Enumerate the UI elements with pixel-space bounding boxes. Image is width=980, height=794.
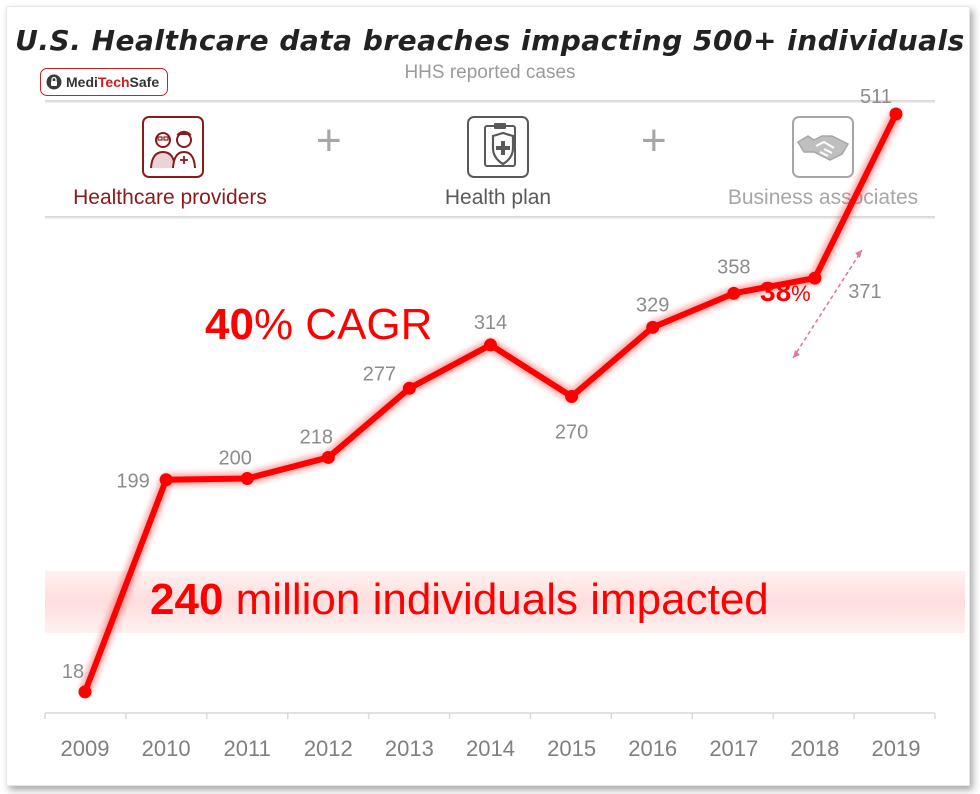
lock-icon <box>46 74 62 90</box>
x-tick-label: 2016 <box>628 736 677 761</box>
data-label: 329 <box>636 294 669 316</box>
data-label: 511 <box>860 86 892 108</box>
handshake-icon <box>792 116 854 178</box>
data-label: 358 <box>717 256 750 278</box>
growth-arrow <box>792 249 863 359</box>
banner-top-divider <box>45 100 935 103</box>
growth-arrow-head-top <box>855 250 862 258</box>
x-tick-label: 2015 <box>547 736 596 761</box>
x-tick-label: 2012 <box>304 736 353 761</box>
x-tick-label: 2011 <box>224 736 271 761</box>
growth-arrow-head-bottom <box>793 350 800 358</box>
impact-text: million individuals impacted <box>223 575 769 624</box>
growth-percent-unit: % <box>791 281 811 306</box>
x-tick-label: 2013 <box>385 736 434 761</box>
banner-bottom-divider <box>45 216 935 219</box>
data-label: 200 <box>219 448 252 470</box>
data-point <box>484 338 497 352</box>
data-point <box>808 271 822 285</box>
x-tick-label: 2010 <box>142 736 191 761</box>
x-tick-label: 2009 <box>61 736 110 761</box>
logo-text-medi: Medi <box>66 74 98 90</box>
healthcare-workers-icon <box>142 116 204 178</box>
data-point <box>889 107 903 121</box>
plus-sign-2: + <box>641 116 667 165</box>
data-point <box>727 286 741 300</box>
data-label: 314 <box>474 312 507 334</box>
data-point <box>321 450 335 464</box>
growth-percent-value: 38 <box>760 276 792 307</box>
x-tick-label: 2017 <box>709 736 758 761</box>
data-label: 18 <box>62 661 84 683</box>
data-label: 199 <box>116 471 149 493</box>
cagr-text: % CAGR <box>253 300 433 349</box>
chart-subtitle: HHS reported cases <box>404 62 576 83</box>
impact-highlight-band <box>45 571 965 633</box>
category-label-healthcare-providers: Healthcare providers <box>73 186 267 209</box>
x-tick-label: 2019 <box>872 736 921 761</box>
logo-text-safe: Safe <box>129 74 160 90</box>
data-point <box>159 473 173 487</box>
data-label: 270 <box>555 422 588 444</box>
impact-callout: 240 million individuals impacted <box>150 575 769 625</box>
data-point <box>565 390 579 403</box>
data-label: 371 <box>848 281 881 303</box>
logo-text-tech: Tech <box>97 74 130 90</box>
category-label-business-associates: Business associates <box>727 186 919 209</box>
impact-value: 240 <box>150 575 224 624</box>
data-label: 218 <box>300 426 333 448</box>
growth-percent-callout: 38% <box>760 276 811 308</box>
data-point <box>78 685 92 699</box>
chart-title: U.S. Healthcare data breaches impacting … <box>15 24 965 57</box>
brand-logo: Medi Tech Safe <box>40 68 169 96</box>
data-point <box>240 472 254 486</box>
category-label-health-plan: Health plan <box>444 186 552 209</box>
data-point <box>402 381 416 395</box>
x-tick-label: 2014 <box>466 736 515 761</box>
cagr-callout: 40% CAGR <box>205 300 432 350</box>
data-point <box>646 320 660 334</box>
x-tick-label: 2018 <box>790 736 839 761</box>
shield-clipboard-icon <box>467 116 529 178</box>
cagr-value: 40 <box>205 300 254 349</box>
data-label: 277 <box>363 363 396 385</box>
plus-sign-1: + <box>316 116 342 165</box>
